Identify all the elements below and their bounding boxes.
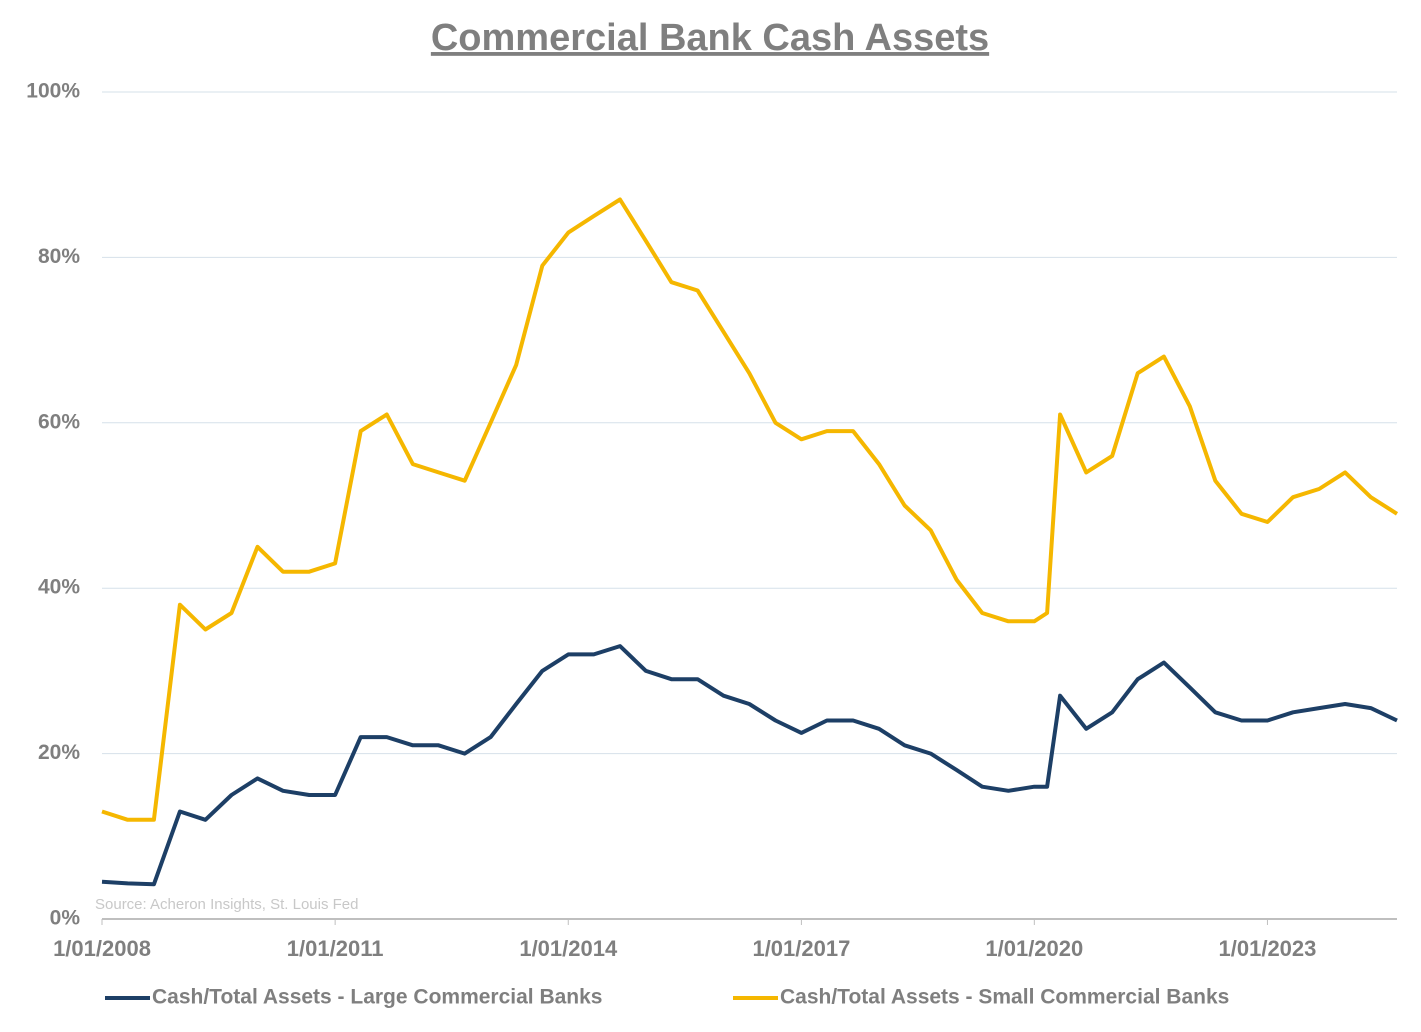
legend-label: Cash/Total Assets - Large Commercial Ban… (152, 986, 603, 1009)
series-line (101, 644, 1398, 887)
y-tick-label: 100% (26, 80, 80, 103)
chart-title: Commercial Bank Cash Assets (431, 17, 989, 59)
series-line (101, 197, 1399, 822)
x-tick-label: 1/01/2008 (53, 936, 151, 961)
y-tick-label: 80% (38, 245, 80, 268)
x-tick-label: 1/01/2020 (985, 936, 1083, 961)
legend-label: Cash/Total Assets - Small Commercial Ban… (780, 986, 1229, 1009)
x-tick-label: 1/01/2023 (1219, 936, 1317, 961)
x-tick-label: 1/01/2011 (287, 936, 384, 961)
x-tick-label: 1/01/2014 (519, 936, 618, 961)
y-tick-label: 0% (50, 907, 81, 930)
y-tick-label: 40% (38, 576, 80, 599)
y-tick-label: 20% (38, 741, 80, 764)
y-tick-label: 60% (38, 410, 80, 433)
source-note: Source: Acheron Insights, St. Louis Fed (95, 896, 358, 913)
x-tick-label: 1/01/2017 (752, 936, 850, 961)
